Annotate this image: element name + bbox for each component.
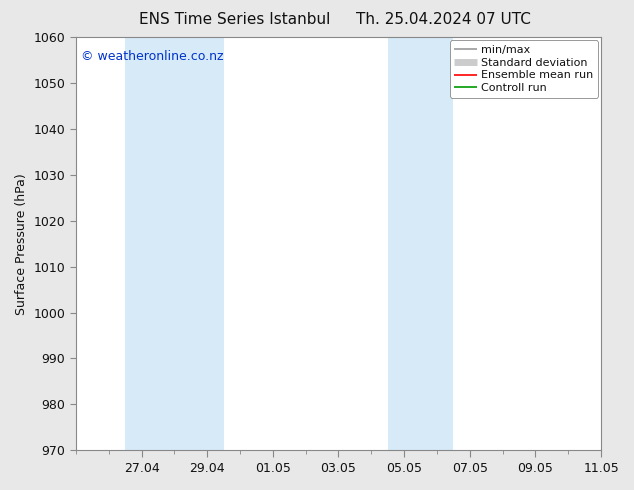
- Y-axis label: Surface Pressure (hPa): Surface Pressure (hPa): [15, 173, 28, 315]
- Bar: [125, 37, 224, 450]
- Legend: min/max, Standard deviation, Ensemble mean run, Controll run: min/max, Standard deviation, Ensemble me…: [450, 41, 598, 98]
- Text: © weatheronline.co.nz: © weatheronline.co.nz: [81, 49, 224, 63]
- Text: Th. 25.04.2024 07 UTC: Th. 25.04.2024 07 UTC: [356, 12, 531, 27]
- Text: ENS Time Series Istanbul: ENS Time Series Istanbul: [139, 12, 330, 27]
- Bar: [388, 37, 453, 450]
